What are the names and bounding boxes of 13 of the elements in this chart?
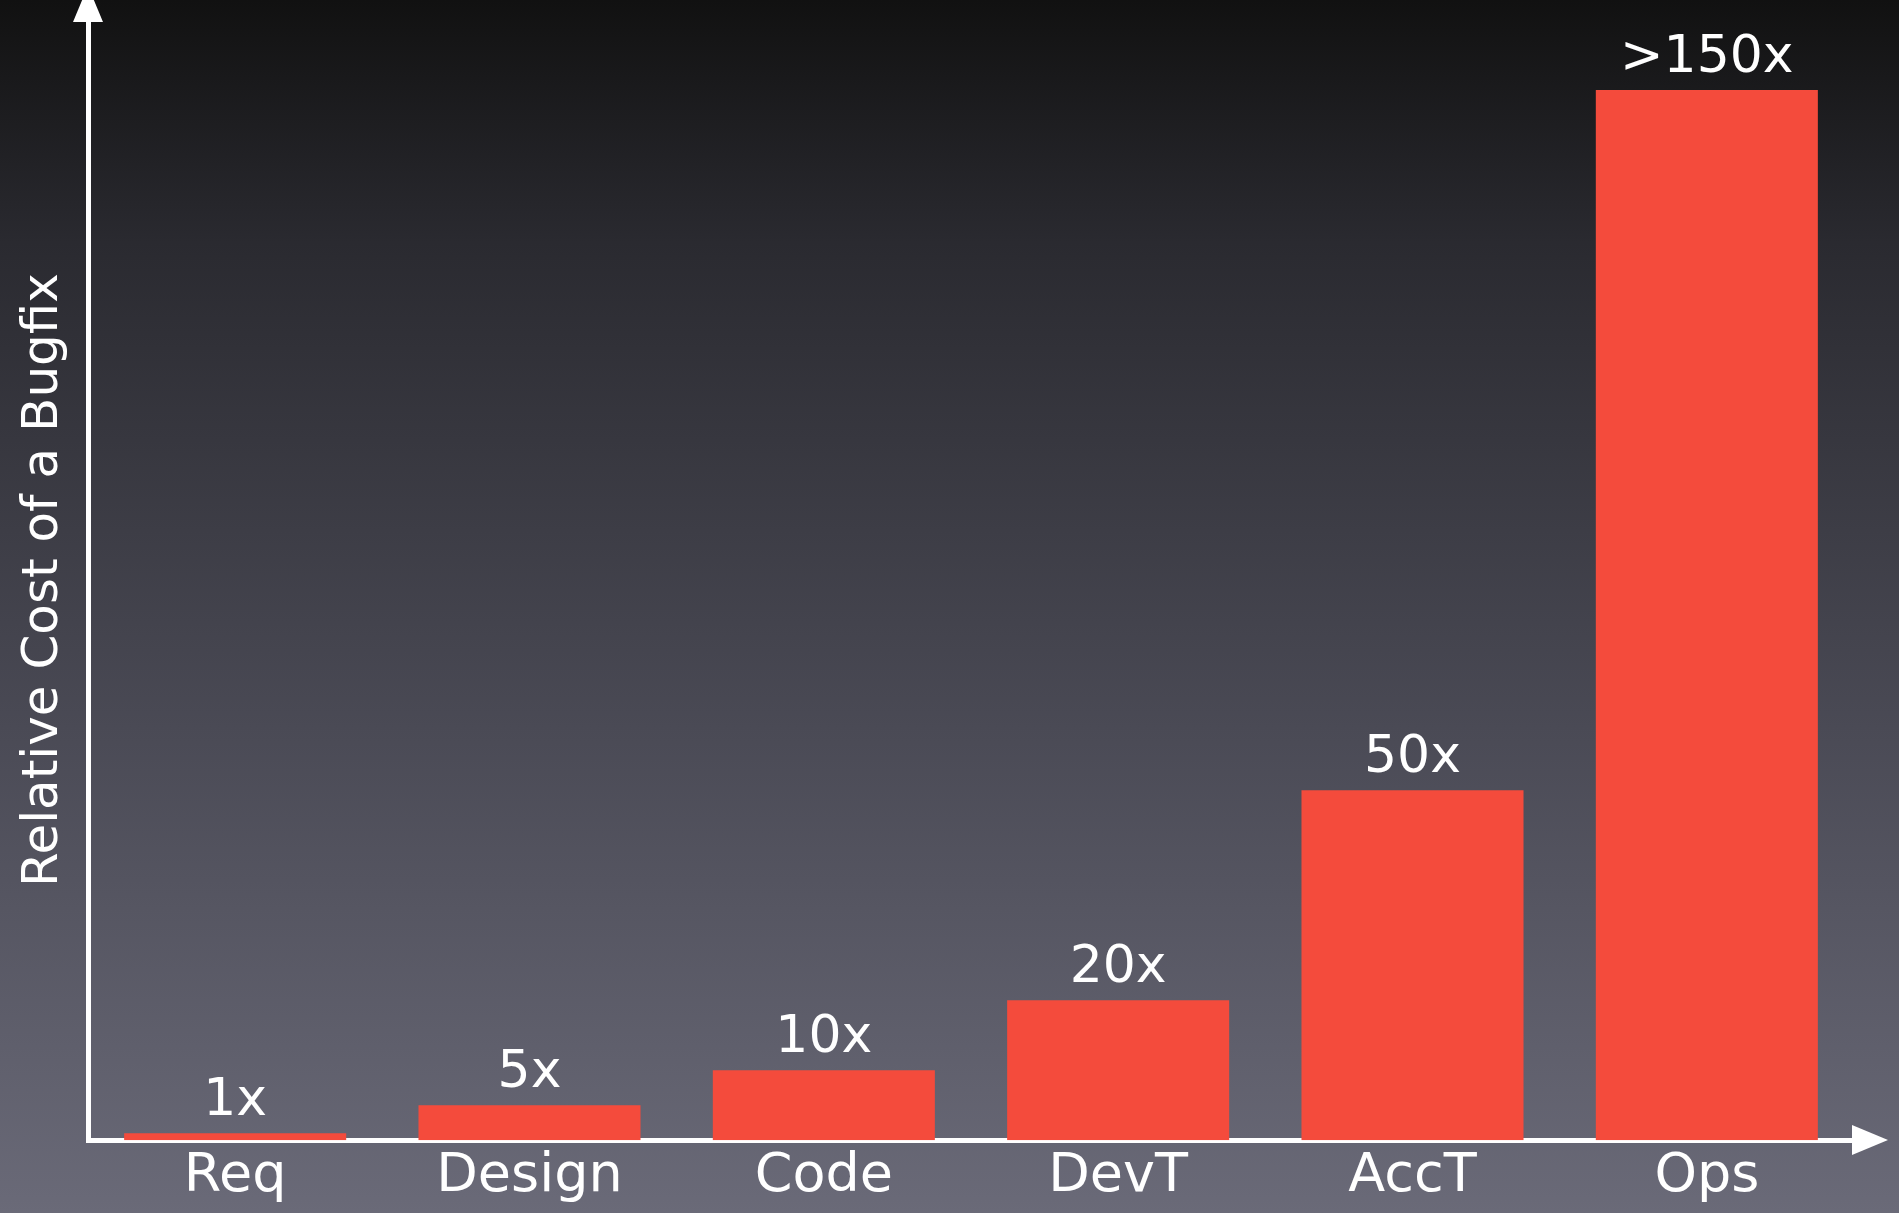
data-label: 1x xyxy=(203,1066,268,1127)
data-label: 20x xyxy=(1069,933,1167,994)
data-label: 10x xyxy=(775,1003,873,1064)
x-tick-label: Code xyxy=(754,1140,893,1204)
y-axis-title: Relative Cost of a Bugfix xyxy=(10,273,69,888)
data-label: 50x xyxy=(1364,723,1461,784)
x-tick-label: DevT xyxy=(1048,1140,1190,1204)
x-tick-label: Design xyxy=(436,1140,623,1204)
data-label: >150x xyxy=(1620,23,1794,84)
x-tick-label: AccT xyxy=(1348,1140,1478,1204)
data-label: 5x xyxy=(497,1038,562,1099)
x-tick-label: Ops xyxy=(1654,1140,1760,1204)
x-tick-label: Req xyxy=(183,1140,287,1204)
